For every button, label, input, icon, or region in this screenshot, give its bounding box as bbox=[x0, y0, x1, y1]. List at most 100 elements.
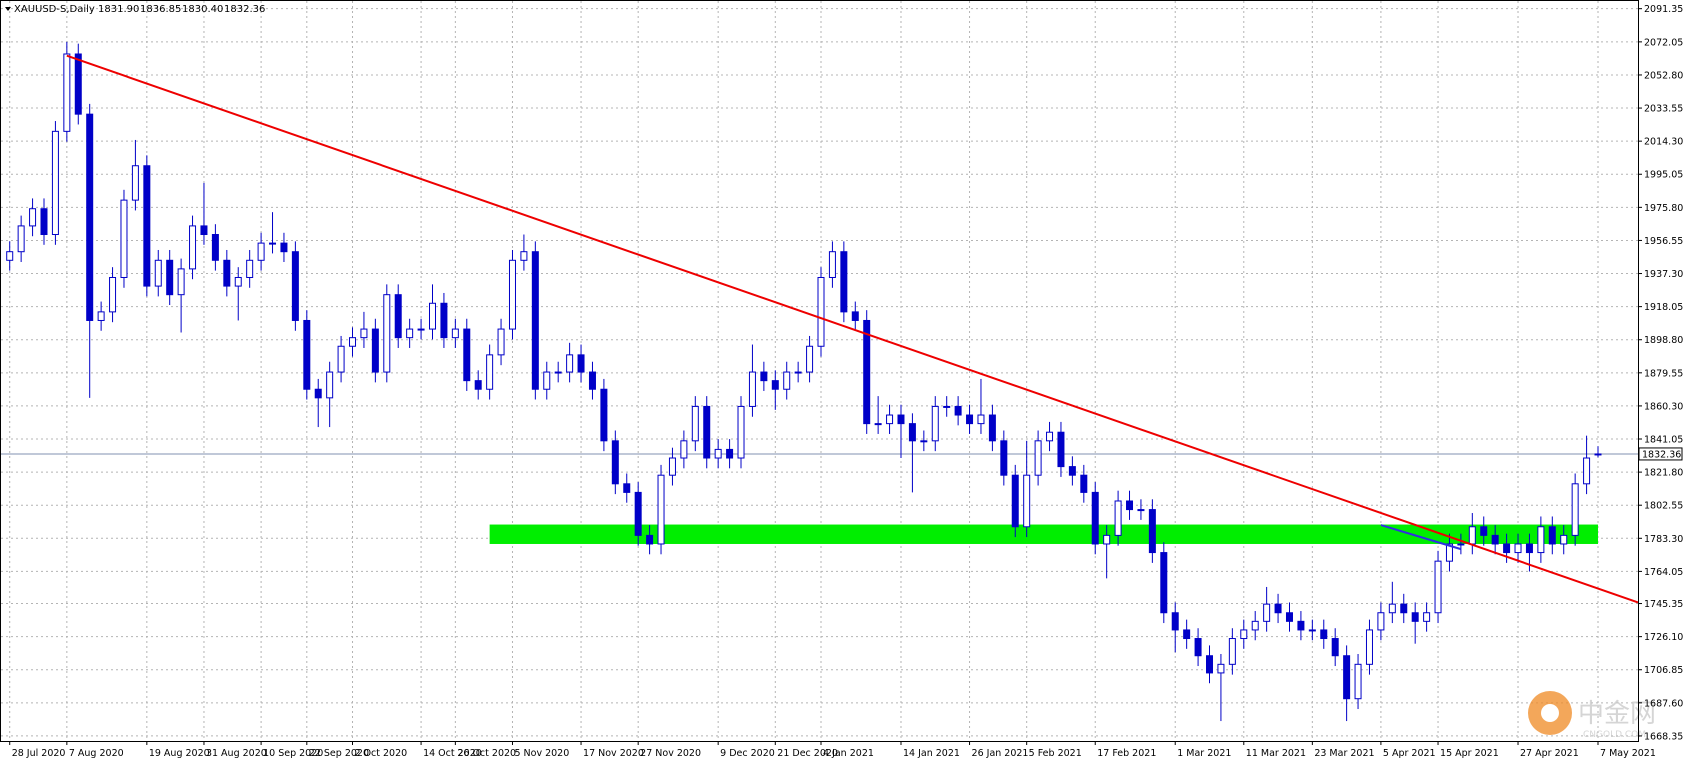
candle-body bbox=[931, 405, 939, 442]
candle-body bbox=[714, 448, 722, 459]
candle-body bbox=[74, 53, 82, 115]
trend-line bbox=[1380, 524, 1462, 551]
x-tick-label: 23 Mar 2021 bbox=[1314, 748, 1374, 759]
candle-body bbox=[1194, 638, 1202, 657]
x-tick-label: 22 Sep 2020 bbox=[309, 748, 369, 759]
y-tick-label: 2014.30 bbox=[1644, 137, 1683, 148]
x-tick-label: 26 Jan 2021 bbox=[972, 748, 1029, 759]
candle-body bbox=[623, 483, 631, 493]
candle-body bbox=[760, 371, 768, 382]
candle-body bbox=[954, 405, 962, 416]
candle-body bbox=[1354, 663, 1362, 700]
candle-body bbox=[966, 414, 974, 425]
candle-body bbox=[737, 405, 745, 459]
candle-body bbox=[508, 259, 516, 330]
candle-body bbox=[543, 371, 551, 390]
x-tick-label: 9 Dec 2020 bbox=[720, 748, 775, 759]
x-tick-label: 21 Dec 2020 bbox=[777, 748, 838, 759]
candle-body bbox=[1434, 560, 1442, 614]
y-tick-label: 1995.05 bbox=[1644, 170, 1683, 181]
candle-body bbox=[691, 405, 699, 442]
menu-arrow[interactable] bbox=[5, 7, 11, 11]
candle-body bbox=[1171, 612, 1179, 631]
candle-body bbox=[97, 311, 105, 321]
x-tick-label: 19 Aug 2020 bbox=[149, 748, 210, 759]
x-tick-label: 17 Nov 2020 bbox=[583, 748, 644, 759]
candle-body bbox=[86, 113, 94, 321]
candle-body bbox=[463, 328, 471, 382]
x-tick-label: 7 Aug 2020 bbox=[69, 748, 124, 759]
candle-body bbox=[588, 371, 596, 390]
candle-body bbox=[851, 311, 859, 321]
candle-body bbox=[1457, 543, 1465, 546]
plot-layer bbox=[1, 1, 1639, 741]
candle-body bbox=[497, 328, 505, 356]
candle-body bbox=[1423, 612, 1431, 622]
y-tick-label: 2072.05 bbox=[1644, 37, 1683, 48]
candle-body bbox=[1503, 543, 1511, 554]
y-tick-label: 1956.55 bbox=[1644, 236, 1683, 247]
candle-body bbox=[326, 371, 334, 399]
header-low: 1830.40 bbox=[182, 4, 223, 15]
y-tick-label: 1802.55 bbox=[1644, 501, 1683, 512]
y-tick-label: 1937.30 bbox=[1644, 269, 1683, 280]
y-tick-label: 1821.80 bbox=[1644, 468, 1683, 479]
x-tick-label: 31 Aug 2020 bbox=[206, 748, 267, 759]
candle-body bbox=[840, 251, 848, 313]
candle-body bbox=[817, 276, 825, 347]
candle-body bbox=[360, 328, 368, 339]
candle-body bbox=[109, 276, 117, 313]
candle-body bbox=[1297, 620, 1305, 631]
y-tick-label: 1764.05 bbox=[1644, 567, 1683, 578]
candle-body bbox=[394, 294, 402, 339]
candle-body bbox=[406, 328, 414, 339]
candle-body bbox=[806, 345, 814, 373]
candle-body bbox=[177, 268, 185, 296]
x-tick-label: 14 Oct 2020 bbox=[423, 748, 482, 759]
candle-body bbox=[1525, 543, 1533, 554]
candle-body bbox=[246, 259, 254, 278]
candle-body bbox=[428, 302, 436, 330]
candle-body bbox=[154, 259, 162, 287]
candle-body bbox=[1023, 474, 1031, 528]
y-tick-label: 1687.60 bbox=[1644, 698, 1683, 709]
candle-body bbox=[1571, 483, 1579, 536]
candle-body bbox=[51, 130, 59, 236]
x-tick-label: 11 Mar 2021 bbox=[1246, 748, 1306, 759]
candle-body bbox=[703, 405, 711, 459]
candle-body bbox=[1240, 629, 1248, 640]
candle-body bbox=[657, 474, 665, 545]
candle-body bbox=[726, 448, 734, 459]
candle-body bbox=[1206, 655, 1214, 674]
candle-body bbox=[1126, 500, 1134, 511]
candle-body bbox=[828, 251, 836, 278]
candle-body bbox=[908, 423, 916, 442]
candle-body bbox=[783, 371, 791, 390]
candle-body bbox=[1034, 440, 1042, 476]
x-tick-label: 5 Feb 2021 bbox=[1029, 748, 1082, 759]
candle-body bbox=[920, 440, 928, 443]
candle-body bbox=[1217, 663, 1225, 674]
candle-body bbox=[314, 388, 322, 399]
candle-body bbox=[1331, 638, 1339, 657]
x-tick-label: 15 Apr 2021 bbox=[1440, 748, 1499, 759]
candle-body bbox=[1468, 526, 1476, 545]
candle-body bbox=[1251, 620, 1259, 631]
candle-body bbox=[1137, 509, 1145, 512]
x-tick-label: 5 Apr 2021 bbox=[1383, 748, 1436, 759]
candle-body bbox=[120, 199, 128, 278]
candle-body bbox=[211, 234, 219, 261]
candle-body bbox=[748, 371, 756, 407]
candle-body bbox=[1388, 603, 1396, 614]
candle-body bbox=[1400, 603, 1408, 614]
candle-body bbox=[383, 294, 391, 373]
y-tick-label: 1975.80 bbox=[1644, 203, 1683, 214]
candle-body bbox=[1160, 552, 1168, 614]
candle-body bbox=[566, 354, 574, 373]
candle-body bbox=[1274, 603, 1282, 614]
x-tick-label: 10 Sep 2020 bbox=[263, 748, 323, 759]
candle-body bbox=[943, 405, 951, 408]
y-tick-label: 1841.05 bbox=[1644, 435, 1683, 446]
candle-body bbox=[1594, 453, 1602, 456]
